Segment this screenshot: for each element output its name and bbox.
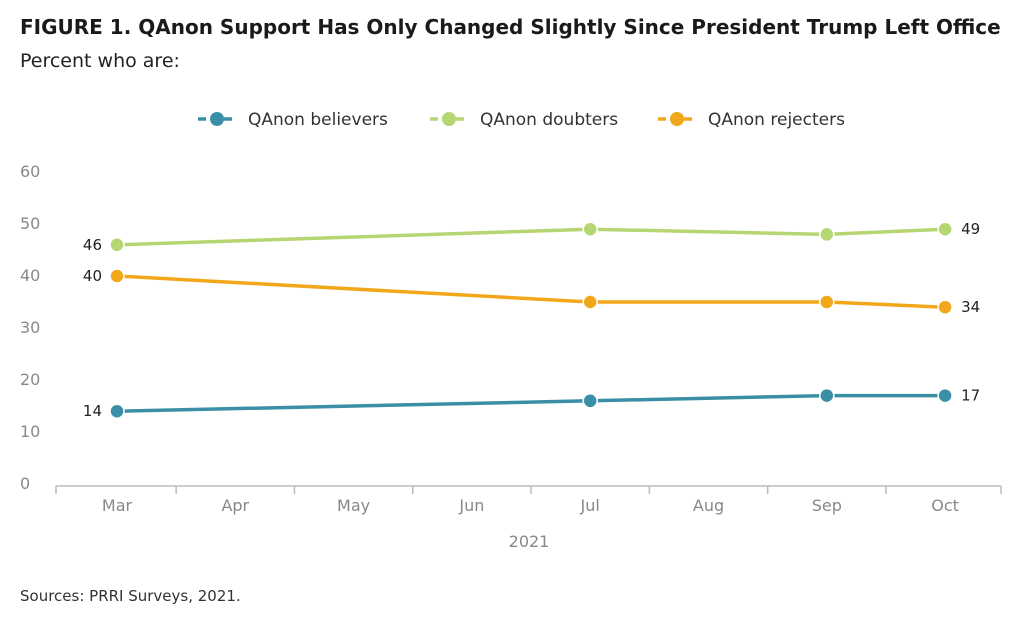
series-line: [116, 274, 946, 309]
x-tick-label: Aug: [693, 496, 724, 515]
data-point: [819, 226, 835, 243]
x-tick-label: Sep: [812, 496, 842, 515]
data-label: 46: [83, 236, 102, 254]
y-tick-label: 30: [20, 318, 40, 337]
x-tick-label: Mar: [102, 496, 133, 515]
legend-label: QAnon rejecters: [708, 110, 845, 130]
data-point: [582, 221, 598, 237]
y-tick-label: 50: [20, 214, 40, 233]
series-line: [116, 227, 946, 247]
data-point: [937, 299, 953, 315]
series-lines: [116, 227, 946, 413]
legend-swatch-marker: [442, 112, 456, 126]
y-tick-label: 0: [20, 474, 30, 493]
series-points: [109, 221, 953, 419]
data-point: [937, 221, 953, 237]
x-axis: Mar Apr May Jun Jul Aug Sep Oct 2021: [55, 485, 1002, 551]
data-label: 34: [961, 298, 980, 316]
legend: QAnon believers QAnon doubters QAnon rejec…: [198, 110, 845, 130]
y-tick-label: 60: [20, 162, 40, 181]
chart-subtitle: Percent who are:: [20, 50, 180, 72]
data-label: 40: [83, 267, 102, 285]
x-tick-label: Jul: [580, 496, 600, 515]
series-line: [116, 393, 946, 413]
y-tick-label: 40: [20, 266, 40, 285]
data-labels: 46 40 14 49 34 17: [83, 220, 980, 420]
data-label: 49: [961, 220, 980, 238]
data-point: [819, 387, 835, 404]
data-point: [109, 268, 125, 284]
y-tick-label: 20: [20, 370, 40, 389]
y-axis: 0 10 20 30 40 50 60: [20, 162, 40, 493]
data-label: 14: [83, 402, 102, 420]
legend-label: QAnon believers: [248, 110, 388, 130]
data-point: [109, 403, 125, 419]
x-axis-label: 2021: [509, 532, 550, 551]
x-tick-label: May: [337, 496, 370, 515]
data-point: [109, 237, 125, 253]
x-tick-label: Jun: [458, 496, 484, 515]
x-tick-label: Apr: [221, 496, 249, 515]
data-label: 17: [961, 387, 980, 405]
legend-label: QAnon doubters: [480, 110, 618, 130]
source-note: Sources: PRRI Surveys, 2021.: [20, 587, 241, 605]
data-point: [819, 294, 835, 310]
chart-title: FIGURE 1. QAnon Support Has Only Changed…: [20, 15, 1001, 39]
y-tick-label: 10: [20, 422, 40, 441]
data-point: [937, 387, 953, 404]
legend-swatch-marker: [670, 112, 684, 126]
data-point: [582, 294, 598, 310]
legend-swatch-marker: [210, 112, 224, 126]
x-tick-label: Oct: [931, 496, 959, 515]
data-point: [582, 393, 598, 409]
